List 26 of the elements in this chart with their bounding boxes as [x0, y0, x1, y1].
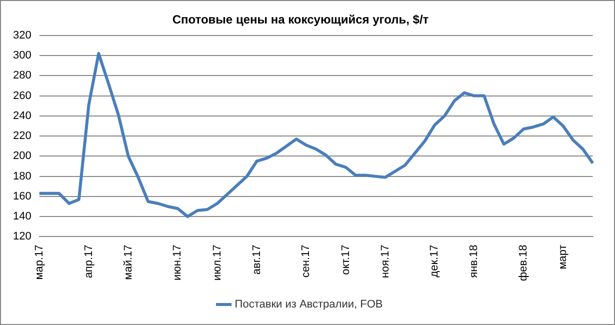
x-tick-label: авг.17 — [250, 244, 263, 275]
x-tick-label: янв.18 — [468, 244, 480, 278]
x-tick-label: мар.17 — [33, 244, 46, 280]
y-tick-label: 300 — [12, 50, 32, 62]
legend-label: Поставки из Австралии, FOB — [234, 298, 383, 311]
y-tick-label: 280 — [12, 70, 32, 82]
x-tick-label: ноя.17 — [379, 244, 392, 278]
y-tick-label: 160 — [12, 190, 32, 202]
y-tick-label: 320 — [12, 29, 32, 42]
x-tick-label: май.17 — [122, 244, 134, 280]
y-tick-label: 180 — [12, 170, 32, 182]
x-tick-label: апр.17 — [82, 244, 95, 278]
x-tick-label: март — [557, 244, 570, 270]
y-tick-label: 220 — [12, 130, 32, 142]
x-tick-label: фев.18 — [518, 244, 530, 282]
x-tick-label: июн.17 — [172, 244, 184, 280]
y-tick-label: 240 — [12, 110, 32, 122]
y-tick-label: 200 — [12, 150, 32, 162]
y-tick-label: 140 — [12, 210, 32, 223]
x-tick-label: июл.17 — [211, 244, 224, 281]
y-tick-label: 120 — [12, 230, 32, 243]
x-tick-label: окт.17 — [340, 244, 352, 275]
y-tick-label: 260 — [12, 90, 32, 102]
x-tick-label: дек.17 — [428, 244, 441, 278]
x-tick-label: сен.17 — [300, 244, 312, 278]
chart-title: Спотовые цены на коксующийся уголь, $/т — [172, 12, 429, 27]
